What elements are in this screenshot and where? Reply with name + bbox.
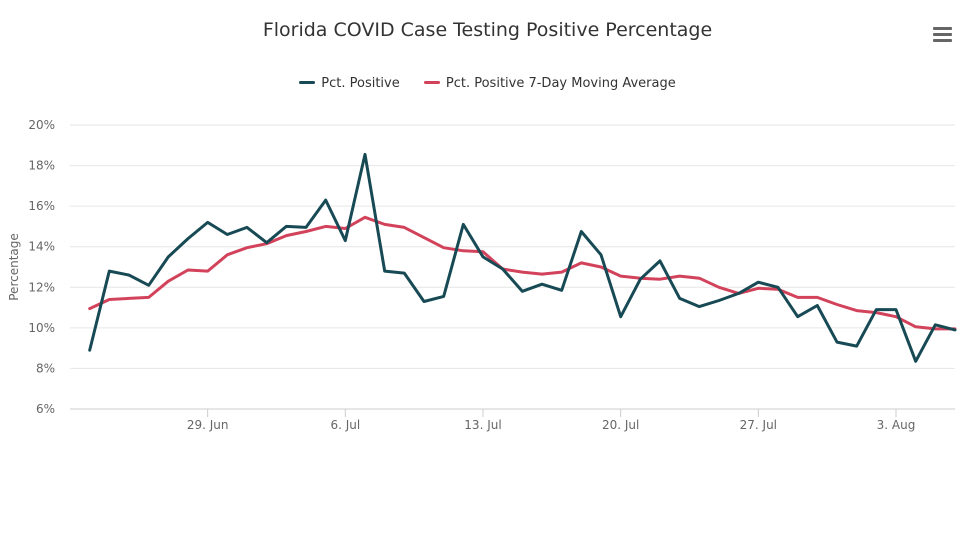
- y-axis-ticks: 6% 8% 10% 12% 14% 16% 18% 20%: [28, 118, 55, 416]
- y-axis-label: Percentage: [7, 233, 21, 301]
- chart-legend: Pct. Positive Pct. Positive 7-Day Moving…: [0, 76, 975, 91]
- hamburger-menu-icon[interactable]: [933, 27, 952, 43]
- y-tick-label: 16%: [28, 199, 55, 213]
- series-lines: [88, 152, 957, 363]
- legend-label-pct-positive: Pct. Positive: [321, 76, 400, 91]
- y-tick-label: 14%: [28, 240, 55, 254]
- legend-swatch-moving-average: [423, 81, 440, 84]
- x-tick-label: 27. Jul: [740, 418, 777, 432]
- x-tick-label: 20. Jul: [602, 418, 639, 432]
- legend-label-moving-average: Pct. Positive 7-Day Moving Average: [445, 76, 676, 91]
- x-tick-label: 13. Jul: [464, 418, 501, 432]
- series-line-pct-positive[interactable]: [88, 152, 957, 363]
- x-tick-label: 29. Jun: [187, 418, 229, 432]
- x-tick-label: 3. Aug: [877, 418, 916, 432]
- chart-title: Florida COVID Case Testing Positive Perc…: [262, 19, 713, 41]
- y-tick-label: 10%: [28, 321, 55, 335]
- legend-item-moving-average[interactable]: Pct. Positive 7-Day Moving Average: [423, 76, 676, 91]
- legend-swatch-pct-positive: [299, 81, 316, 84]
- x-tick-label: 6. Jul: [330, 418, 360, 432]
- legend-item-pct-positive[interactable]: Pct. Positive: [299, 76, 400, 91]
- y-tick-label: 18%: [28, 159, 55, 173]
- y-tick-label: 8%: [36, 361, 55, 375]
- grid-lines: [70, 124, 955, 369]
- series-line-moving-average[interactable]: [88, 215, 957, 331]
- y-tick-label: 6%: [36, 402, 55, 416]
- x-axis-ticks: 29. Jun 6. Jul 13. Jul 20. Jul 27. Jul 3. Aug: [187, 409, 916, 432]
- y-tick-label: 20%: [28, 118, 55, 132]
- y-tick-label: 12%: [28, 280, 55, 294]
